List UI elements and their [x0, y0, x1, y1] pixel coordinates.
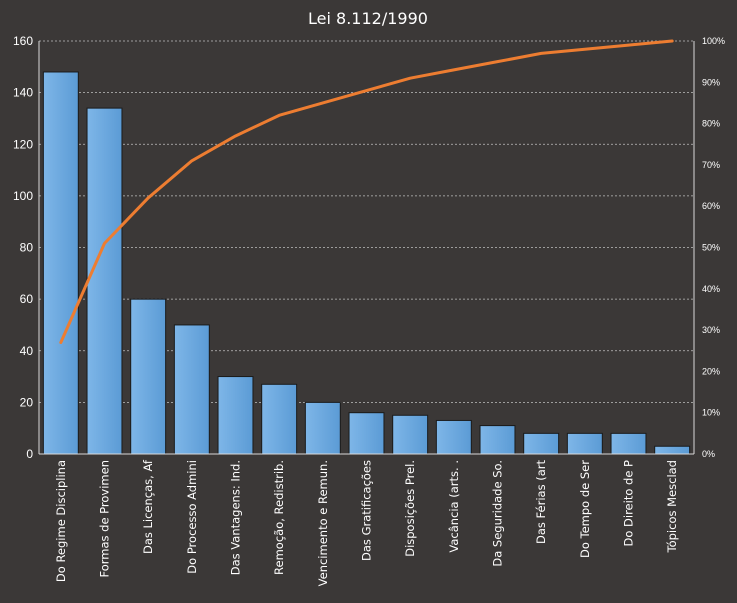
- category-label: Do Tempo de Ser: [578, 460, 592, 558]
- bar: [610, 432, 647, 455]
- y2-tick-label: 20%: [702, 366, 720, 376]
- category-label: Do Regime Disciplina: [54, 460, 68, 582]
- bar: [130, 298, 167, 455]
- category-label: Das Licenças, Af: [141, 459, 155, 554]
- cumulative-line: [59, 39, 674, 344]
- category-label: Das Vantagens: Ind.: [229, 460, 243, 575]
- chart-title: Lei 8.112/1990: [308, 9, 428, 28]
- category-label: Remoção, Redistrib.: [272, 460, 286, 575]
- bars: [42, 71, 691, 455]
- bar: [479, 425, 516, 455]
- category-label: Do Processo Admini: [185, 460, 199, 574]
- y2-tick-label: 50%: [702, 243, 720, 253]
- bar: [217, 376, 254, 455]
- bar: [654, 445, 691, 455]
- category-label: Vencimento e Remun.: [316, 460, 330, 586]
- y-tick-label: 100: [13, 189, 33, 203]
- y2-tick-label: 0%: [702, 449, 715, 459]
- y2-tick-label: 40%: [702, 284, 720, 294]
- bar: [261, 383, 298, 455]
- category-label: Da Seguridade So.: [491, 460, 505, 567]
- bar: [86, 107, 123, 455]
- y-tick-label: 160: [13, 34, 33, 48]
- y-tick-label: 120: [13, 137, 33, 151]
- bar: [523, 432, 560, 455]
- y2-tick-label: 90%: [702, 77, 720, 87]
- bar: [348, 412, 385, 455]
- right-axis-ticks: 0% 10% 20% 30% 40% 50% 60% 70% 80% 90% 100%: [702, 36, 725, 459]
- bar: [173, 324, 210, 455]
- bar: [304, 401, 341, 455]
- category-label: Do Direito de P: [622, 460, 636, 547]
- category-label: Das Gratificações: [360, 460, 374, 561]
- y2-tick-label: 10%: [702, 408, 720, 418]
- y2-tick-label: 80%: [702, 119, 720, 129]
- axes: [38, 41, 695, 455]
- y-tick-label: 140: [13, 86, 33, 100]
- y2-tick-label: 60%: [702, 201, 720, 211]
- y-tick-label: 60: [20, 292, 34, 306]
- y-tick-label: 40: [20, 344, 34, 358]
- y-tick-label: 0: [26, 447, 33, 461]
- bar: [566, 432, 603, 455]
- left-axis-ticks: 0 20 40 60 80 100 120 140 160: [13, 34, 33, 461]
- category-label: Das Férias (art: [534, 460, 548, 544]
- y-tick-label: 80: [20, 241, 34, 255]
- category-label: Vacância (arts. .: [447, 460, 461, 553]
- y2-tick-label: 30%: [702, 325, 720, 335]
- category-label: Tópicos Mesclad: [665, 460, 679, 553]
- category-label: Disposições Prel.: [403, 460, 417, 557]
- cumulative-line-path: [59, 39, 674, 344]
- bar: [435, 419, 472, 455]
- y-tick-label: 20: [20, 395, 34, 409]
- bar: [392, 414, 429, 455]
- category-labels: Do Regime Disciplina Formas de Provimen Da…: [54, 459, 679, 586]
- bar: [42, 71, 79, 455]
- category-label: Formas de Provimen: [98, 460, 112, 578]
- y2-tick-label: 70%: [702, 160, 720, 170]
- y2-tick-label: 100%: [702, 36, 725, 46]
